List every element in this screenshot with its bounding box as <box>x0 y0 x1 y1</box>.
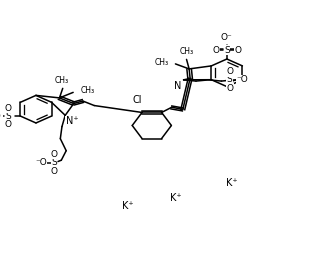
Text: O: O <box>226 84 233 93</box>
Text: O⁻: O⁻ <box>221 33 233 42</box>
Text: O: O <box>226 67 233 76</box>
Text: S: S <box>227 75 232 84</box>
Text: O: O <box>212 46 219 55</box>
Text: O: O <box>51 166 58 176</box>
Text: ⁻O: ⁻O <box>237 75 248 84</box>
Text: CH₃: CH₃ <box>154 58 168 67</box>
Text: O: O <box>5 104 12 113</box>
Text: S: S <box>224 46 230 55</box>
Text: K⁺: K⁺ <box>122 201 133 211</box>
Text: ⁻O: ⁻O <box>0 112 1 121</box>
Text: CH₃: CH₃ <box>55 76 69 84</box>
Text: CH₃: CH₃ <box>180 47 194 56</box>
Text: S: S <box>5 112 11 121</box>
Text: N⁺: N⁺ <box>66 116 79 126</box>
Text: ⁻O: ⁻O <box>35 158 47 167</box>
Text: N: N <box>173 81 181 91</box>
Text: K⁺: K⁺ <box>226 178 237 188</box>
Text: O: O <box>51 150 58 159</box>
Text: Cl: Cl <box>133 95 142 105</box>
Text: O: O <box>234 46 241 55</box>
Text: CH₃: CH₃ <box>80 86 95 95</box>
Text: K⁺: K⁺ <box>170 193 182 203</box>
Text: S: S <box>51 158 57 167</box>
Text: O: O <box>5 120 12 129</box>
